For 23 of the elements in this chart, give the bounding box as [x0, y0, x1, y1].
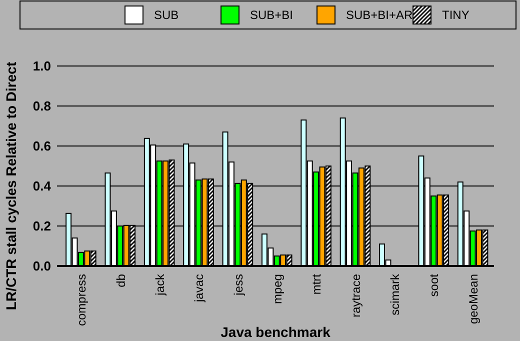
- y-tick-label: 1.0: [32, 58, 51, 74]
- x-tick-label: compress: [74, 274, 89, 326]
- legend-label: SUB+BI+AR: [346, 8, 414, 22]
- x-tick-label: javac: [192, 274, 206, 304]
- x-tick-label: soot: [427, 273, 442, 297]
- y-tick-label: 0.6: [32, 138, 51, 154]
- y-tick-label: 0.0: [32, 258, 51, 274]
- x-tick-label: mpeg: [270, 274, 284, 304]
- x-tick-label: jess: [231, 274, 246, 296]
- x-tick-label: scimark: [388, 273, 402, 316]
- x-tick-label: geoMean: [466, 274, 480, 324]
- x-tick-label: raytrace: [348, 274, 363, 318]
- x-tick-label: jack: [152, 273, 167, 296]
- y-tick-label: 0.8: [32, 98, 51, 114]
- x-axis-title: Java benchmark: [220, 324, 331, 340]
- y-tick-label: 0.4: [32, 178, 52, 194]
- legend-label: SUB: [154, 8, 179, 22]
- legend-label: SUB+BI: [250, 8, 294, 22]
- x-tick-label: db: [114, 274, 128, 288]
- legend-label: TINY: [442, 8, 470, 22]
- y-axis-title: LR/CTR stall cycles Relative to Direct: [3, 62, 19, 310]
- x-tick-label: mtrt: [310, 273, 324, 295]
- y-tick-label: 0.2: [32, 218, 51, 234]
